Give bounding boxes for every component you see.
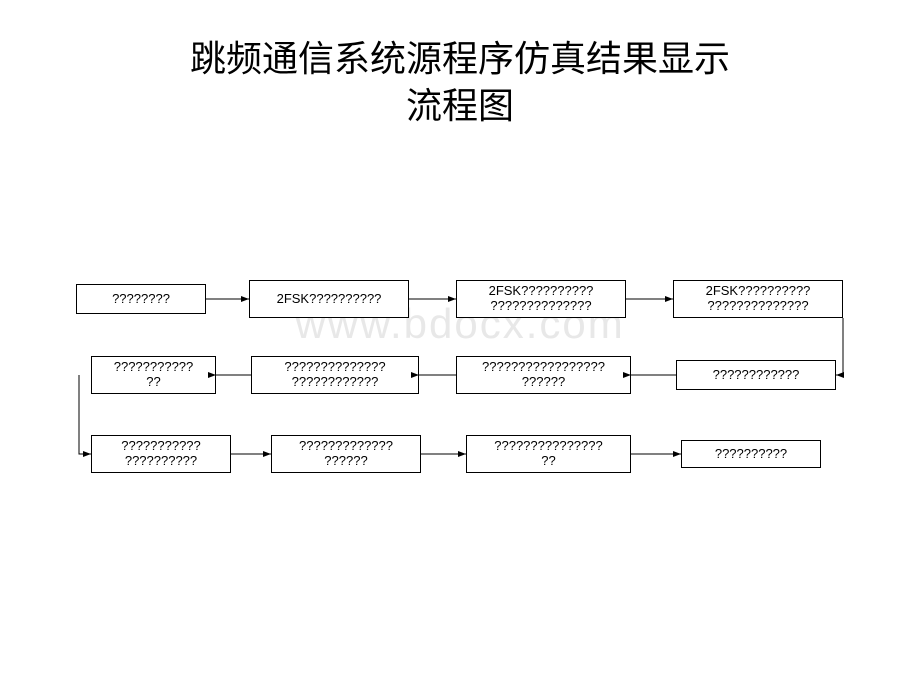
flowchart-node: ????????????????? [466, 435, 631, 473]
flowchart-node: 2FSK???????????????????????? [673, 280, 843, 318]
flowchart-node: ??????????????????? [271, 435, 421, 473]
title-line-2: 流程图 [406, 85, 514, 126]
flowchart-node: ???????? [76, 284, 206, 314]
flowchart-node: ??????????????????????? [456, 356, 631, 394]
flowchart-node: ?????????????????????????? [251, 356, 419, 394]
page-title: 跳频通信系统源程序仿真结果显示 流程图 [0, 0, 920, 130]
flowchart-node: ?????????? [681, 440, 821, 468]
flowchart-node: 2FSK?????????? [249, 280, 409, 318]
flowchart-node: ????????????? [91, 356, 216, 394]
flowchart-node: ???????????? [676, 360, 836, 390]
flowchart-node: 2FSK???????????????????????? [456, 280, 626, 318]
flowchart-node: ????????????????????? [91, 435, 231, 473]
title-line-1: 跳频通信系统源程序仿真结果显示 [190, 38, 730, 79]
